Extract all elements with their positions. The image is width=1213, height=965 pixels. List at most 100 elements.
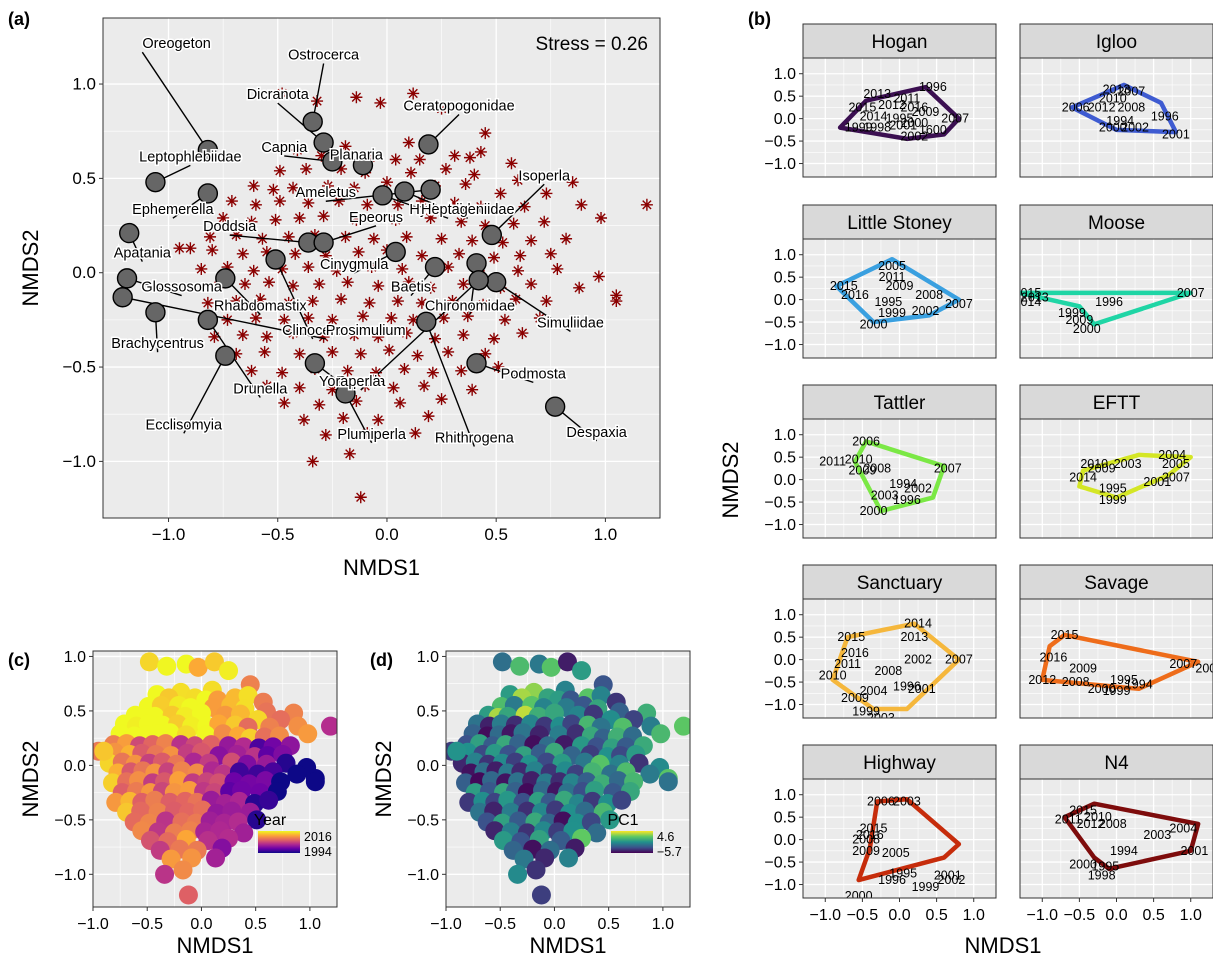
site-point	[526, 860, 546, 880]
y-tick-label: 1.0	[774, 247, 796, 264]
site-point	[326, 345, 339, 358]
year-label: 2011	[893, 91, 920, 105]
year-label: 2002	[904, 653, 932, 667]
year-label: 2009	[1088, 461, 1116, 475]
site-point	[339, 230, 352, 243]
year-label: 2006	[1062, 100, 1090, 114]
site-point	[306, 455, 319, 468]
site-point	[287, 327, 300, 340]
site-point	[367, 149, 380, 162]
x-tick-label: −0.5	[261, 525, 295, 544]
taxon-point	[265, 249, 286, 270]
site-point	[258, 345, 271, 358]
site-point	[302, 312, 315, 324]
year-label: 1995	[874, 295, 902, 309]
year-label: 2015	[860, 821, 888, 835]
year-label: 2015	[848, 100, 876, 114]
site-point	[201, 296, 214, 309]
site-point	[446, 295, 459, 308]
legend-min-label: 1994	[304, 845, 332, 859]
taxon-point	[197, 183, 219, 204]
site-point	[293, 381, 306, 394]
site-point	[313, 398, 326, 411]
site-point	[356, 310, 369, 323]
facet-hull	[1077, 452, 1193, 500]
year-label: 2007	[1169, 657, 1197, 671]
site-point	[178, 885, 198, 905]
panel-border	[802, 418, 997, 539]
taxon-label: Prosimulium	[326, 323, 406, 339]
site-point	[448, 149, 461, 162]
taxon-label: Baetis	[391, 280, 431, 296]
taxon-point	[304, 353, 326, 374]
site-point	[291, 144, 304, 157]
taxon-leader-line	[229, 234, 309, 244]
y-tick-label: 0.5	[774, 810, 796, 827]
year-label: 2008	[1099, 817, 1127, 831]
site-point	[319, 428, 332, 441]
site-point	[247, 264, 260, 277]
year-label: 1996	[919, 80, 947, 94]
site-point	[245, 364, 258, 377]
year-label: 2010	[819, 668, 847, 682]
year-label: 2001	[908, 682, 936, 696]
site-point	[361, 198, 374, 211]
y-tick-label: 0.0	[417, 758, 439, 775]
site-point	[673, 716, 690, 736]
panel-plot-area	[93, 651, 337, 907]
y-tick-label: −1.0	[764, 697, 796, 714]
x-tick-label: 1.0	[299, 916, 321, 933]
site-point	[391, 198, 404, 211]
y-tick-label: 1.0	[72, 75, 96, 94]
site-point	[370, 366, 383, 379]
site-point	[612, 790, 632, 810]
site-point	[372, 413, 385, 426]
site-point	[278, 396, 291, 409]
year-label: 1999	[852, 704, 880, 718]
facet-strip	[802, 23, 997, 59]
year-label: 2009	[1069, 662, 1097, 676]
site-point	[435, 102, 448, 115]
year-label: 2015	[837, 630, 865, 644]
taxon-point	[145, 171, 166, 193]
facet-hull	[1040, 632, 1201, 692]
facet-strip-label: N4	[1104, 753, 1129, 774]
x-tick-label: 0.0	[375, 525, 399, 544]
site-point	[276, 87, 289, 100]
site-point	[330, 264, 343, 277]
taxon-leader-line	[495, 281, 571, 333]
y-tick-label: 0.0	[774, 832, 796, 849]
year-label: 2000	[1069, 857, 1097, 871]
site-point	[551, 262, 564, 275]
y-tick-label: −0.5	[764, 495, 796, 512]
site-point	[572, 661, 592, 681]
year-label: 2005	[1162, 457, 1190, 471]
taxon-leader-line	[141, 51, 209, 151]
facet-sanctuary: Sanctuary 2014 2015 2013 2016 2002 2007 2011 200…	[764, 564, 997, 719]
y-axis-label: NMDS2	[18, 229, 43, 306]
site-point	[374, 96, 387, 109]
year-label: 2014	[1069, 470, 1097, 484]
y-tick-label: 0.5	[417, 703, 439, 720]
site-point	[461, 310, 474, 323]
site-point	[317, 330, 330, 343]
year-label: 2010	[1099, 91, 1127, 105]
year-label: 2011	[834, 657, 861, 671]
year-label: 2008	[863, 461, 891, 475]
site-point	[512, 264, 525, 277]
year-label: 1999	[1058, 306, 1086, 320]
site-point	[354, 491, 367, 504]
y-tick-label: −0.5	[764, 855, 796, 872]
site-point	[363, 296, 376, 309]
year-label: 1996	[893, 680, 921, 694]
taxon-label: Isoperla	[518, 168, 571, 184]
site-point	[540, 187, 553, 200]
year-label: 2004	[1158, 448, 1186, 462]
year-label: 2006	[852, 434, 880, 448]
y-tick-label: 1.0	[64, 649, 86, 666]
site-point	[402, 276, 415, 289]
site-point	[289, 247, 302, 260]
site-point	[343, 447, 356, 460]
